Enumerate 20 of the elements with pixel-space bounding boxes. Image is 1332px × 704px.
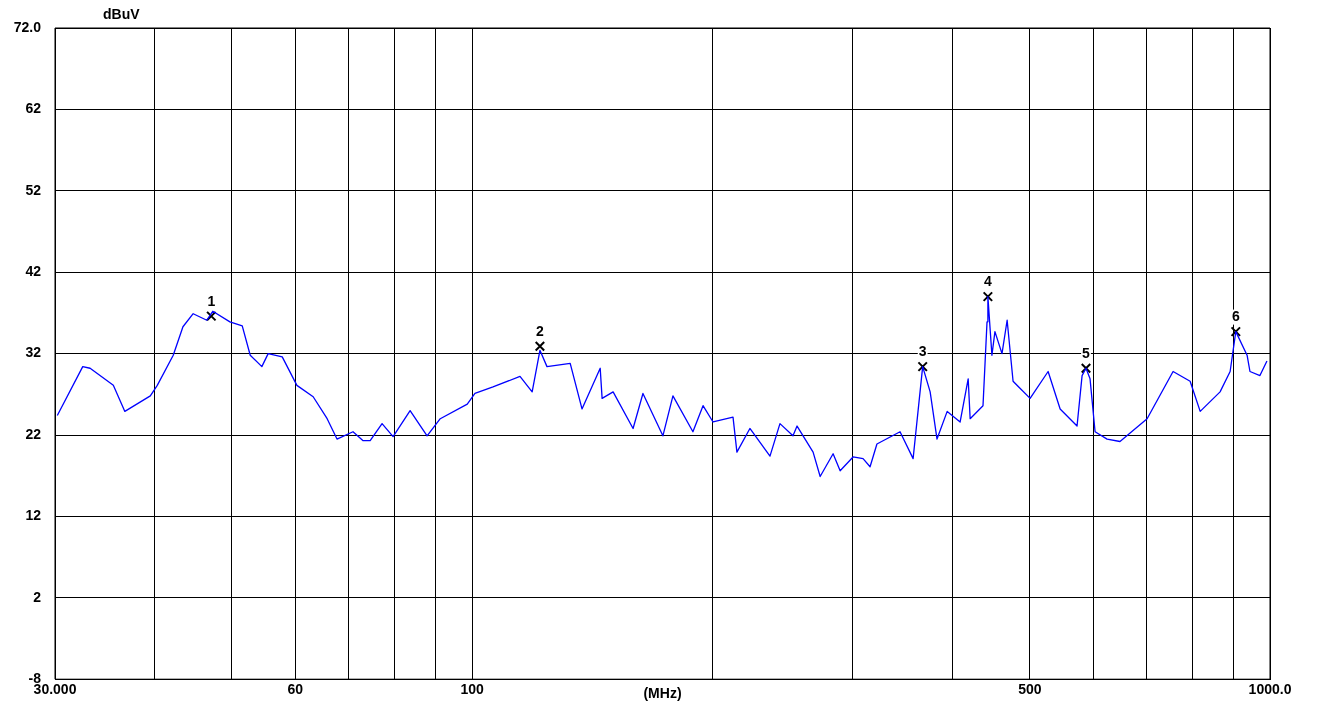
- annotation: 2: [536, 323, 545, 340]
- y-tick-label: 32: [25, 344, 42, 361]
- x-tick-label: 100: [460, 681, 485, 698]
- y-tick-label: 42: [25, 263, 42, 280]
- x-tick-label: 500: [1018, 681, 1042, 698]
- annotation: 3: [918, 343, 927, 360]
- annotation: 5: [1082, 345, 1091, 362]
- annotation: 4: [983, 273, 992, 290]
- y-tick-label: 72.0: [13, 18, 42, 35]
- annotation: 6: [1231, 308, 1240, 325]
- y-tick-label: 62: [25, 100, 42, 117]
- annotation: 1: [207, 293, 216, 310]
- x-tick-label: 1000.0: [1248, 681, 1292, 698]
- y-tick-label: 12: [25, 507, 42, 524]
- y-tick-label: 52: [25, 181, 42, 198]
- y-axis-title: dBuV: [103, 5, 141, 22]
- x-axis-title: (MHz): [643, 685, 682, 702]
- y-tick-label: 22: [25, 425, 42, 442]
- y-tick-label: 2: [33, 588, 42, 605]
- x-tick-label: 60: [287, 681, 304, 698]
